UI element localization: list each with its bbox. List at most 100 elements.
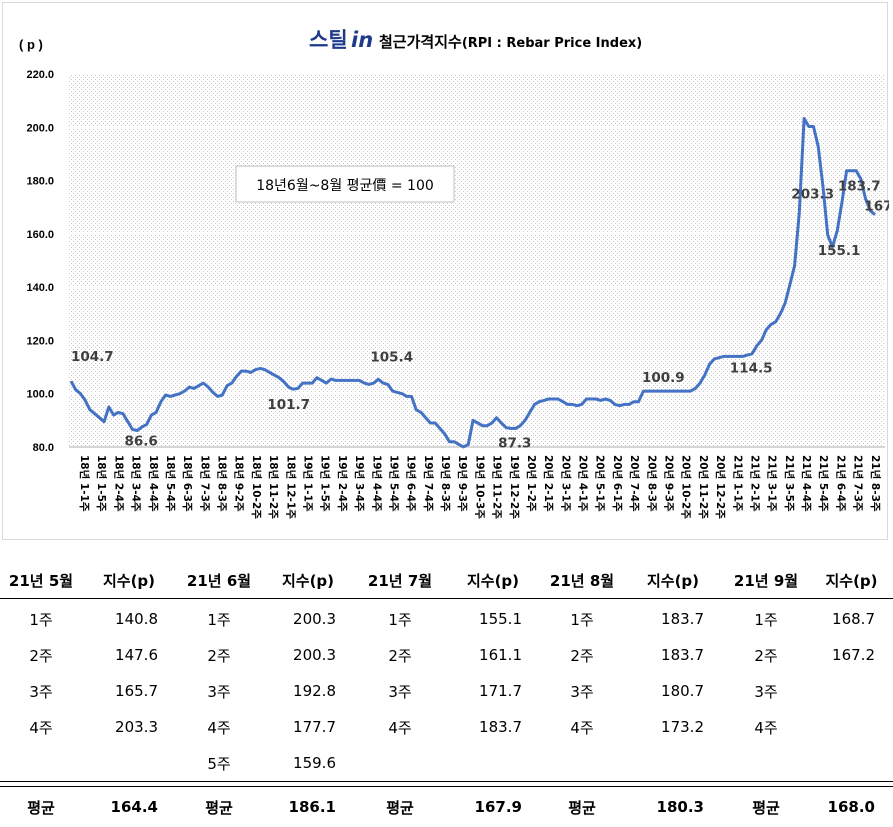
x-tick-label: 18년 4-4주 <box>147 455 160 512</box>
index-value-cell: 140.8 <box>82 601 176 637</box>
index-value-cell <box>810 673 893 709</box>
x-tick-label: 18년 11-2주 <box>267 455 280 519</box>
average-label: 평균 <box>540 787 624 827</box>
index-value-cell: 171.7 <box>446 673 540 709</box>
week-cell: 3주 <box>722 673 810 709</box>
x-tick-label: 18년 2-4주 <box>112 455 125 512</box>
y-tick-label: 80.0 <box>33 442 54 454</box>
week-cell: 3주 <box>176 673 262 709</box>
note-text: 18년6월~8월 평균價 = 100 <box>256 177 434 194</box>
week-cell: 5주 <box>176 745 262 782</box>
index-value-cell: 203.3 <box>82 709 176 745</box>
index-value-cell: 200.3 <box>262 601 354 637</box>
week-cell: 4주 <box>540 709 624 745</box>
note-box: 18년6월~8월 평균價 = 100 <box>236 166 454 202</box>
data-label: 183.7 <box>838 179 881 195</box>
average-label: 평균 <box>176 787 262 827</box>
x-tick-label: 19년 3-4주 <box>353 455 366 512</box>
x-tick-label: 19년 10-3주 <box>473 455 486 519</box>
week-cell: 3주 <box>540 673 624 709</box>
rpi-line-chart: 스틸 in 철근가격지수(RPI : Rebar Price Index) ( … <box>3 3 889 541</box>
average-value: 167.9 <box>446 787 540 827</box>
x-tick-label: 18년 5-4주 <box>164 455 177 512</box>
average-label: 평균 <box>354 787 446 827</box>
x-tick-label: 19년 8-3주 <box>439 455 452 512</box>
month-header: 21년 8월 <box>540 562 624 599</box>
x-tick-label: 19년 2-4주 <box>336 455 349 512</box>
month-header: 21년 5월 <box>0 562 82 599</box>
data-label: 203.3 <box>791 187 834 203</box>
index-value-cell: 183.7 <box>624 601 722 637</box>
x-tick-label: 18년 12-1주 <box>284 455 297 519</box>
x-tick-label: 20년 8-3주 <box>645 455 658 512</box>
x-tick-label: 21년 5-4주 <box>817 455 830 512</box>
index-value-cell: 161.1 <box>446 637 540 673</box>
week-cell: 1주 <box>176 601 262 637</box>
data-label: 101.7 <box>267 397 310 413</box>
x-tick-label: 20년 11-2주 <box>697 455 710 519</box>
x-tick-label: 19년 12-2주 <box>508 455 521 519</box>
index-value-cell <box>446 745 540 782</box>
average-value: 164.4 <box>82 787 176 827</box>
index-header: 지수(p) <box>810 562 893 599</box>
week-cell: 1주 <box>722 601 810 637</box>
index-value-cell <box>624 745 722 782</box>
x-tick-label: 19년 9-3주 <box>456 455 469 512</box>
week-cell: 4주 <box>176 709 262 745</box>
average-label: 평균 <box>722 787 810 827</box>
month-header: 21년 9월 <box>722 562 810 599</box>
x-tick-label: 18년 6-3주 <box>181 455 194 512</box>
x-tick-label: 18년 7-3주 <box>198 455 211 512</box>
x-tick-label: 20년 3-1주 <box>559 455 572 512</box>
week-cell: 2주 <box>176 637 262 673</box>
data-label: 167.2 <box>864 199 889 215</box>
x-tick-label: 18년 1-1주 <box>78 455 91 512</box>
index-header: 지수(p) <box>446 562 540 599</box>
x-tick-label: 21년 7-3주 <box>852 455 865 512</box>
x-tick-label: 21년 6-4주 <box>834 455 847 512</box>
data-label: 104.7 <box>71 349 114 365</box>
y-tick-label: 100.0 <box>26 389 54 401</box>
x-tick-label: 20년 7-4주 <box>628 455 641 512</box>
index-header: 지수(p) <box>624 562 722 599</box>
data-label: 100.9 <box>642 370 685 386</box>
y-tick-label: 220.0 <box>26 69 54 81</box>
chart-title-text: 철근가격지수(RPI : Rebar Price Index) <box>379 33 642 51</box>
index-value-cell <box>810 709 893 745</box>
x-tick-label: 21년 3-1주 <box>766 455 779 512</box>
week-cell: 1주 <box>354 601 446 637</box>
index-value-cell: 167.2 <box>810 637 893 673</box>
chart-title: 스틸 in 철근가격지수(RPI : Rebar Price Index) <box>309 28 642 52</box>
x-tick-label: 19년 11-2주 <box>491 455 504 519</box>
index-value-cell: 177.7 <box>262 709 354 745</box>
week-cell <box>722 745 810 782</box>
x-tick-label: 18년 10-2주 <box>250 455 263 519</box>
index-value-cell: 200.3 <box>262 637 354 673</box>
index-value-cell: 183.7 <box>446 709 540 745</box>
index-value-cell: 159.6 <box>262 745 354 782</box>
y-unit-label: ( p ) <box>19 37 43 52</box>
x-tick-label: 19년 7-4주 <box>422 455 435 512</box>
index-header: 지수(p) <box>82 562 176 599</box>
x-tick-label: 21년 1-1주 <box>731 455 744 512</box>
x-tick-label: 20년 10-2주 <box>680 455 693 519</box>
y-tick-label: 140.0 <box>26 282 54 294</box>
week-cell: 2주 <box>354 637 446 673</box>
week-cell <box>540 745 624 782</box>
data-label: 114.5 <box>730 360 773 376</box>
index-value-cell <box>810 745 893 782</box>
x-tick-label: 20년 9-3주 <box>663 455 676 512</box>
index-value-cell: 155.1 <box>446 601 540 637</box>
index-value-cell <box>82 745 176 782</box>
week-cell: 2주 <box>540 637 624 673</box>
x-tick-label: 19년 1-5주 <box>319 455 332 512</box>
data-label: 87.3 <box>498 436 531 452</box>
y-tick-label: 120.0 <box>26 335 54 347</box>
x-tick-label: 20년 1-2주 <box>525 455 538 512</box>
